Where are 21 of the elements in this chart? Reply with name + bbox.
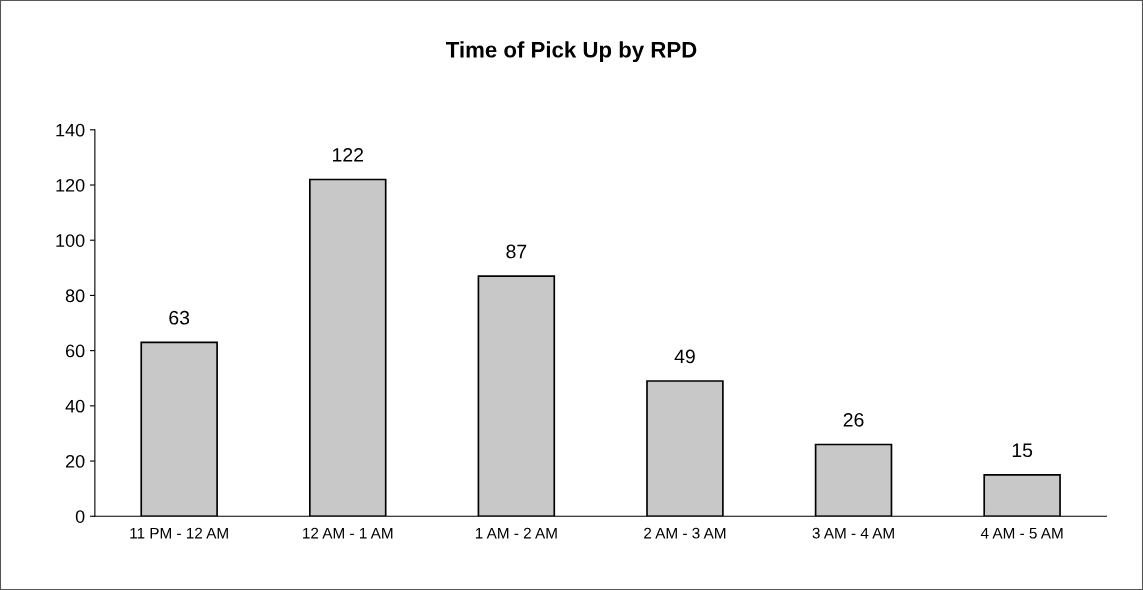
y-tick-label: 0 (75, 510, 85, 523)
x-tick-label: 11 PM - 12 AM (130, 527, 228, 539)
data-label: 15 (1012, 443, 1033, 458)
y-tick-label: 120 (56, 178, 85, 192)
data-label: 87 (506, 244, 527, 259)
chart-title: Time of Pick Up by RPD (446, 41, 697, 63)
x-tick-label: 3 AM - 4 AM (812, 527, 894, 539)
data-label: 49 (674, 349, 695, 364)
y-tick-label: 60 (65, 344, 85, 358)
y-tick-label: 80 (65, 289, 85, 303)
x-tick-label: 12 AM - 1 AM (303, 527, 393, 539)
y-tick-label: 40 (65, 399, 85, 413)
x-tick-label: 4 AM - 5 AM (980, 527, 1063, 539)
data-label: 63 (169, 310, 190, 325)
data-label: 26 (843, 412, 864, 427)
x-tick-label: 1 AM - 2 AM (475, 527, 557, 539)
y-tick-label: 20 (65, 454, 85, 468)
y-tick-label: 100 (56, 234, 85, 247)
x-tick-label: 2 AM - 3 AM (644, 527, 726, 539)
data-label: 122 (333, 147, 363, 162)
y-tick-label: 140 (56, 123, 85, 137)
